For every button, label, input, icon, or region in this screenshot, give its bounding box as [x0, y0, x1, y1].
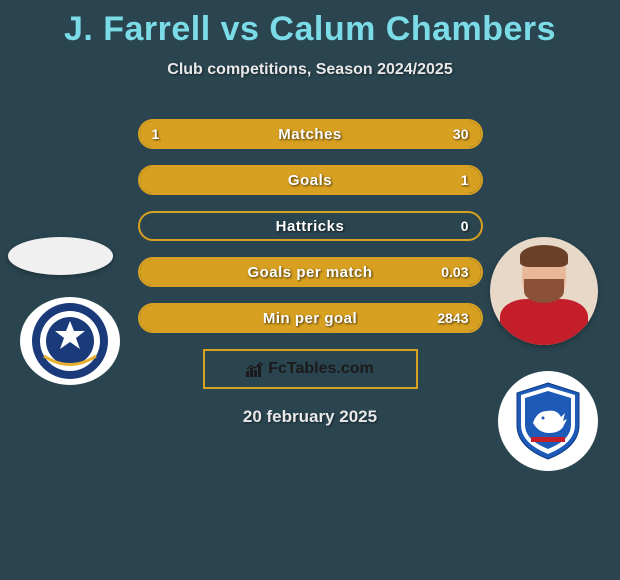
stat-label: Matches [140, 121, 481, 147]
stat-label: Goals [140, 167, 481, 193]
stat-right-value: 0.03 [441, 259, 468, 285]
stat-label: Goals per match [140, 259, 481, 285]
bars-icon [246, 361, 264, 377]
stat-right-value: 0 [461, 213, 469, 239]
player-left-avatar [8, 237, 113, 275]
subtitle: Club competitions, Season 2024/2025 [0, 61, 620, 79]
stat-row: Goals per match0.03 [138, 257, 483, 287]
stat-row: Goals1 [138, 165, 483, 195]
watermark[interactable]: FcTables.com [203, 349, 418, 389]
stat-label: Min per goal [140, 305, 481, 331]
club-right-badge [498, 371, 598, 471]
stat-row: Min per goal2843 [138, 303, 483, 333]
stat-right-value: 1 [461, 167, 469, 193]
jersey-shape [500, 299, 588, 345]
comparison-area: 1Matches30Goals1Hattricks0Goals per matc… [0, 119, 620, 427]
stat-row: 1Matches30 [138, 119, 483, 149]
beard-shape [524, 279, 564, 303]
player-right-avatar [490, 237, 598, 345]
stat-row: Hattricks0 [138, 211, 483, 241]
page-title: J. Farrell vs Calum Chambers [0, 0, 620, 49]
watermark-text: FcTables.com [268, 360, 374, 378]
club-left-badge [20, 297, 120, 385]
stat-right-value: 30 [453, 121, 469, 147]
portsmouth-crest-icon [30, 301, 110, 381]
comparison-bars: 1Matches30Goals1Hattricks0Goals per matc… [138, 119, 483, 333]
stat-right-value: 2843 [437, 305, 468, 331]
hair-shape [520, 245, 568, 267]
cardiff-crest-icon [513, 381, 583, 461]
stat-label: Hattricks [140, 213, 481, 239]
